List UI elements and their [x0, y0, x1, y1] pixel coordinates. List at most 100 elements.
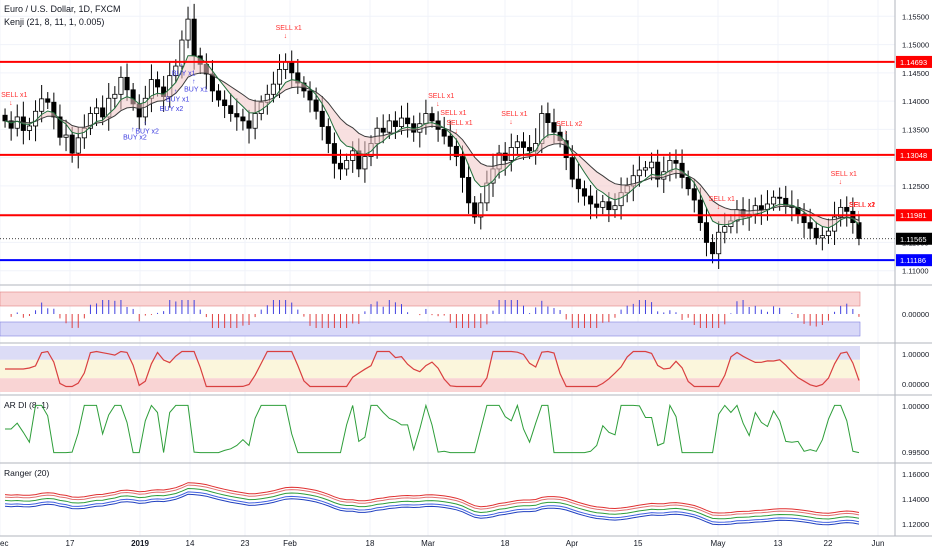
time-tick-label: 17	[66, 539, 75, 548]
candle-body	[94, 107, 100, 114]
candle-body	[716, 231, 722, 255]
indicator-title: Kenji (21, 8, 11, 1, 0.005)	[4, 17, 104, 27]
candle-body	[337, 162, 344, 170]
last-price-label: 1.11565	[900, 235, 927, 244]
signal-arrow: ↑	[168, 98, 172, 105]
signal-label: SELL x2	[556, 121, 582, 128]
signal-arrow: ↓	[717, 204, 721, 211]
ma-fast-line	[4, 55, 860, 229]
candle-body	[429, 113, 435, 122]
signal-label: SELL x1	[440, 110, 466, 117]
signal-label: BUY x2	[160, 106, 184, 113]
candle	[563, 131, 569, 171]
signal-marker: BUY x2↑	[135, 121, 159, 136]
candle-body	[588, 195, 594, 205]
candle-body	[246, 120, 252, 129]
candle-body	[307, 90, 313, 101]
signal-marker: SELL x2↓	[556, 121, 582, 136]
pane-tick-label: 0.99500	[902, 448, 929, 457]
candle	[112, 86, 118, 108]
ranger-band-line	[4, 487, 860, 520]
candle	[8, 111, 14, 141]
candle	[453, 138, 459, 167]
candle-body	[331, 143, 337, 164]
ma-slow-line	[4, 72, 860, 221]
candle	[240, 108, 246, 131]
candle-body	[344, 160, 350, 170]
candle-body	[14, 116, 20, 129]
symbol-title: Euro / U.S. Dollar, 1D, FXCM	[4, 4, 121, 14]
last-price-tag	[896, 232, 932, 245]
signal-arrow: ↑	[192, 78, 196, 85]
candle-body	[777, 196, 783, 199]
signal-marker: SELL x2↓	[849, 202, 875, 217]
time-axis[interactable]: ec 17 2019 14 23 Feb 18 Mar 18 Apr 15 May 13 22 Jun	[0, 535, 932, 548]
signal-marker: BUY x1↑	[172, 62, 196, 77]
price-tick-label: 1.15000	[902, 41, 929, 50]
level-price-tag	[896, 254, 932, 267]
signal-arrow: ↑	[180, 62, 184, 69]
candle	[581, 180, 588, 206]
pane-tick-label: 0.00000	[902, 380, 929, 389]
candle	[801, 203, 807, 238]
candle	[87, 106, 93, 136]
candle-body	[655, 161, 661, 180]
candle	[685, 170, 691, 196]
signal-label: BUY x1	[172, 70, 196, 77]
tdi-mid-zone	[0, 359, 860, 379]
signal-marker: SELL x2↓	[849, 202, 875, 217]
candle	[447, 120, 453, 161]
candle-body	[234, 113, 240, 118]
candle-body	[69, 134, 75, 154]
candle-body	[575, 178, 581, 190]
candle-body	[392, 120, 398, 127]
candle-body	[856, 222, 862, 239]
signal-label: SELL x2	[849, 202, 875, 209]
candle	[813, 221, 819, 245]
signal-arrow: ↑	[143, 121, 147, 128]
candle	[185, 6, 191, 49]
signal-arrow: ↓	[857, 210, 861, 217]
grid-layer	[0, 0, 895, 536]
candle-body	[252, 113, 258, 129]
candle-body	[703, 222, 710, 243]
signal-label: SELL x1	[709, 196, 735, 203]
signal-arrow: ↓	[284, 33, 288, 40]
candle-body	[276, 69, 283, 85]
candle-body	[459, 156, 466, 178]
signal-arrow: ↓	[857, 210, 861, 217]
time-tick-label: 18	[501, 539, 510, 548]
signal-marker: SELL x1↓	[849, 202, 875, 217]
candle-body	[825, 230, 831, 237]
pane-tick-label: 0.00000	[902, 310, 929, 319]
candle	[588, 185, 594, 220]
time-tick-label: ec	[0, 539, 8, 548]
candle	[691, 179, 697, 213]
candle-body	[838, 206, 844, 218]
level-price-tag	[896, 55, 932, 68]
candle-body	[2, 114, 8, 122]
signal-arrow: ↓	[9, 100, 13, 107]
candle-body	[313, 99, 319, 112]
time-tick-label: 22	[824, 539, 833, 548]
candle-body	[813, 227, 819, 239]
candle	[26, 117, 32, 141]
signal-arrow: ↓	[839, 179, 843, 186]
candle-body	[563, 140, 569, 159]
candle-body	[57, 116, 63, 138]
candle-body	[697, 199, 703, 224]
candle	[466, 163, 472, 214]
candle-body	[478, 202, 484, 218]
candle-body	[819, 235, 825, 239]
indicator-panes[interactable]: MSI (10)TDI (13, 21)AR DI (8, 1)Ranger (…	[0, 284, 932, 526]
signal-label: BUY x2	[135, 129, 159, 136]
main-price-pane[interactable]: SELL x1↓BUY x2↑ BUY x2↑BUY x1↑BUY x2↑BUY …	[0, 3, 895, 269]
candle-body	[466, 177, 472, 204]
price-axis[interactable]: 1.110001.115001.120001.125001.130001.135…	[894, 0, 932, 536]
signal-label: SELL x1	[446, 120, 472, 127]
candle-body	[520, 141, 527, 148]
candle-body	[502, 152, 508, 161]
candle-body	[612, 205, 618, 211]
candle-body	[758, 205, 764, 211]
